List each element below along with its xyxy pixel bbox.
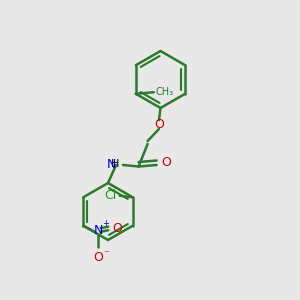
- Text: +: +: [102, 219, 109, 228]
- Text: H: H: [111, 159, 119, 170]
- Text: O: O: [112, 222, 122, 235]
- Text: O: O: [93, 251, 103, 264]
- Text: Cl: Cl: [104, 189, 116, 202]
- Text: CH₃: CH₃: [155, 87, 173, 97]
- Text: N: N: [107, 158, 116, 171]
- Text: O: O: [154, 118, 164, 131]
- Text: N: N: [94, 224, 103, 237]
- Text: ⁻: ⁻: [103, 250, 109, 260]
- Text: O: O: [161, 156, 171, 169]
